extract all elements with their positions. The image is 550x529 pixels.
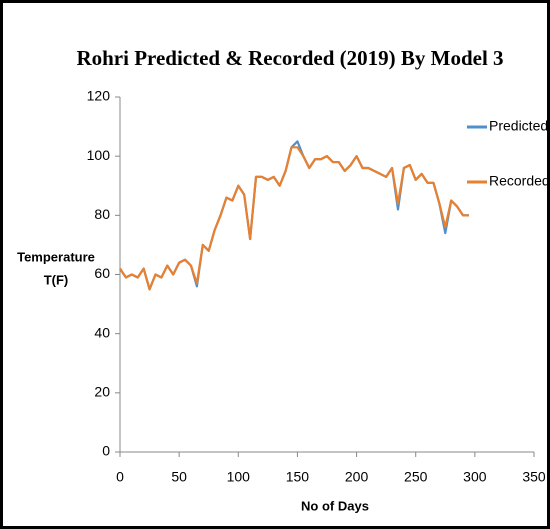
x-tick-label: 250 — [404, 469, 428, 485]
y-tick-label: 20 — [94, 384, 110, 400]
x-axis-label: No of Days — [301, 498, 369, 513]
legend-label: Predicted — [489, 118, 548, 134]
y-tick-label: 0 — [102, 443, 110, 459]
x-tick-label: 100 — [227, 469, 251, 485]
x-tick-label: 0 — [116, 469, 124, 485]
x-tick-label: 350 — [522, 469, 546, 485]
y-tick-label: 60 — [94, 265, 110, 281]
y-tick-label: 120 — [87, 88, 111, 104]
x-tick-label: 150 — [286, 469, 310, 485]
legend-label: Recorded — [489, 173, 550, 189]
x-tick-label: 200 — [345, 469, 369, 485]
series-line — [119, 146, 469, 291]
y-tick-label: 100 — [87, 147, 111, 163]
y-tick-label: 40 — [94, 324, 110, 340]
y-axis-label: T(F) — [44, 272, 69, 287]
y-tick-label: 80 — [94, 206, 110, 222]
x-tick-label: 300 — [463, 469, 487, 485]
chart-title: Rohri Predicted & Recorded (2019) By Mod… — [76, 46, 503, 70]
x-tick-label: 50 — [171, 469, 187, 485]
y-axis-label: Temperature — [17, 249, 95, 264]
